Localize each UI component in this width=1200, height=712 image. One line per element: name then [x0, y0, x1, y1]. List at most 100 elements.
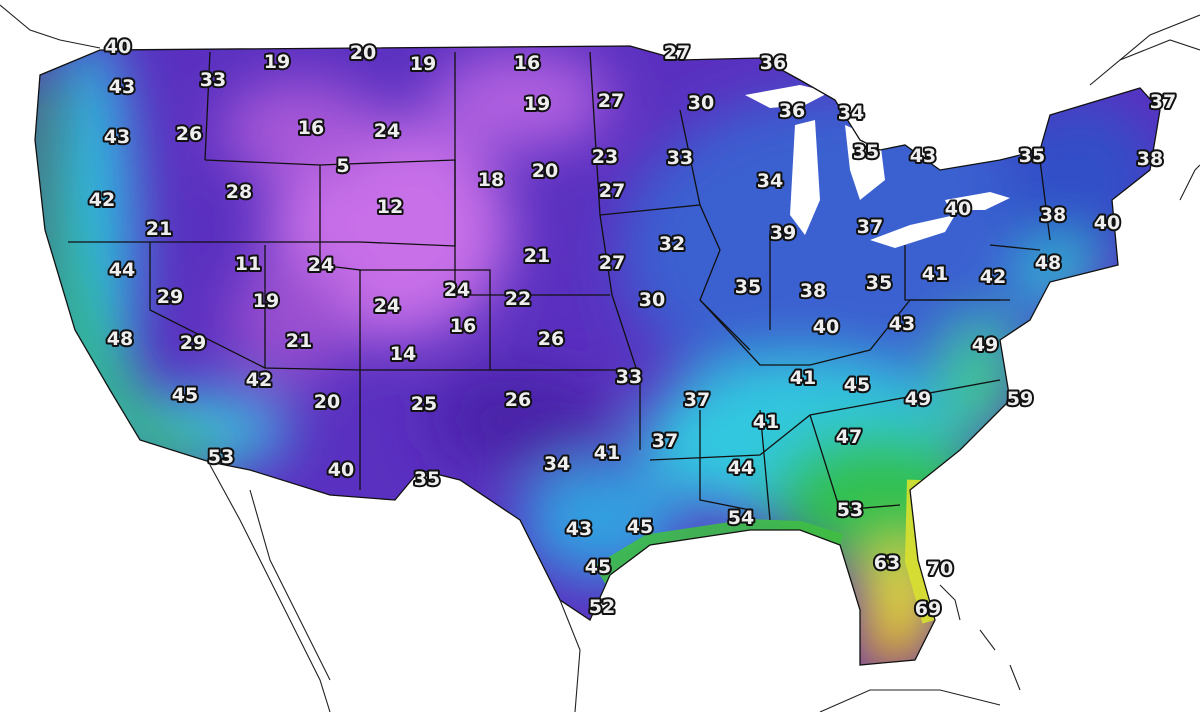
temperature-label: 26 [538, 328, 564, 350]
temperature-label: 20 [350, 42, 376, 64]
temperature-label: 40 [105, 36, 131, 58]
temperature-label: 52 [589, 596, 615, 618]
temperature-label: 22 [505, 288, 531, 310]
temperature-label: 19 [524, 93, 550, 115]
temperature-label: 16 [298, 117, 324, 139]
temperature-label: 37 [1150, 91, 1176, 113]
temperature-label: 41 [753, 411, 779, 433]
temperature-label: 35 [735, 276, 761, 298]
temperature-label: 34 [838, 102, 864, 124]
temperature-label: 33 [616, 366, 642, 388]
great-lakes [745, 85, 1010, 248]
temperature-label: 40 [813, 316, 839, 338]
temperature-label: 19 [253, 290, 279, 312]
temperature-label: 30 [639, 289, 665, 311]
temperature-label: 59 [1007, 388, 1033, 410]
temperature-label: 35 [414, 468, 440, 490]
temperature-label: 44 [109, 259, 135, 281]
temperature-label: 41 [790, 367, 816, 389]
temperature-label: 45 [585, 556, 611, 578]
temperature-label: 54 [728, 507, 754, 529]
temperature-label: 18 [478, 169, 504, 191]
temperature-label: 26 [176, 123, 202, 145]
temperature-label: 53 [208, 446, 234, 468]
temperature-label: 24 [374, 295, 400, 317]
temperature-label: 24 [444, 279, 470, 301]
temperature-label: 16 [514, 52, 540, 74]
temperature-label: 21 [286, 330, 312, 352]
temperature-label: 32 [659, 233, 685, 255]
temperature-label: 12 [377, 196, 403, 218]
temperature-label: 29 [180, 332, 206, 354]
temperature-label: 20 [314, 391, 340, 413]
temperature-label: 28 [226, 181, 252, 203]
temperature-label: 43 [889, 313, 915, 335]
neighboring-coastlines [0, 4, 1200, 712]
temperature-label: 36 [760, 52, 786, 74]
temperature-label: 27 [599, 180, 625, 202]
temperature-label: 49 [905, 388, 931, 410]
temperature-label: 27 [599, 252, 625, 274]
temperature-label: 40 [328, 459, 354, 481]
temperature-label: 36 [779, 100, 805, 122]
temperature-label: 38 [800, 280, 826, 302]
temperature-label: 34 [544, 453, 570, 475]
temperature-label: 43 [109, 76, 135, 98]
temperature-label: 23 [592, 146, 618, 168]
temperature-label: 34 [757, 170, 783, 192]
temperature-label: 48 [1035, 252, 1061, 274]
temperature-label: 30 [688, 92, 714, 114]
temperature-label: 49 [972, 334, 998, 356]
temperature-label: 20 [532, 160, 558, 182]
temperature-label: 45 [844, 374, 870, 396]
temperature-label: 11 [235, 253, 261, 275]
temperature-label: 42 [980, 266, 1006, 288]
temperature-label: 37 [684, 389, 710, 411]
temperature-label: 53 [837, 499, 863, 521]
temperature-label: 42 [246, 369, 272, 391]
temperature-label: 14 [390, 343, 416, 365]
temperature-label: 40 [1094, 212, 1120, 234]
temperature-label: 39 [770, 222, 796, 244]
temperature-label: 45 [172, 384, 198, 406]
temperature-label: 24 [374, 120, 400, 142]
temperature-label: 63 [874, 552, 900, 574]
temperature-label: 38 [1137, 148, 1163, 170]
temperature-label: 43 [910, 145, 936, 167]
temperature-label: 27 [598, 90, 624, 112]
temperature-label: 35 [866, 272, 892, 294]
temperature-label: 40 [945, 198, 971, 220]
temperature-label: 43 [104, 126, 130, 148]
temperature-label: 35 [853, 141, 879, 163]
temperature-label: 26 [505, 389, 531, 411]
temperature-label: 5 [336, 155, 349, 177]
temperature-label: 25 [411, 393, 437, 415]
temperature-label: 33 [200, 69, 226, 91]
temperature-label: 48 [107, 328, 133, 350]
temperature-label: 19 [264, 51, 290, 73]
temperature-label: 70 [927, 558, 953, 580]
temperature-label: 33 [667, 147, 693, 169]
temperature-label: 24 [308, 254, 334, 276]
temperature-label: 16 [450, 315, 476, 337]
temperature-label: 27 [664, 42, 690, 64]
temperature-label: 44 [728, 457, 754, 479]
temperature-label: 43 [566, 518, 592, 540]
temperature-label: 69 [915, 598, 941, 620]
temperature-label: 45 [627, 516, 653, 538]
temperature-label: 38 [1040, 204, 1066, 226]
state-borders [68, 51, 1051, 521]
temperature-label: 21 [146, 218, 172, 240]
temperature-label: 21 [524, 245, 550, 267]
temperature-label: 37 [652, 430, 678, 452]
temperature-label: 47 [836, 426, 862, 448]
temperature-label: 41 [594, 442, 620, 464]
temperature-label: 19 [410, 53, 436, 75]
temperature-label: 41 [922, 263, 948, 285]
temperature-label: 42 [89, 189, 115, 211]
temperature-label: 29 [157, 286, 183, 308]
temperature-label: 35 [1019, 145, 1045, 167]
temperature-label: 37 [857, 216, 883, 238]
